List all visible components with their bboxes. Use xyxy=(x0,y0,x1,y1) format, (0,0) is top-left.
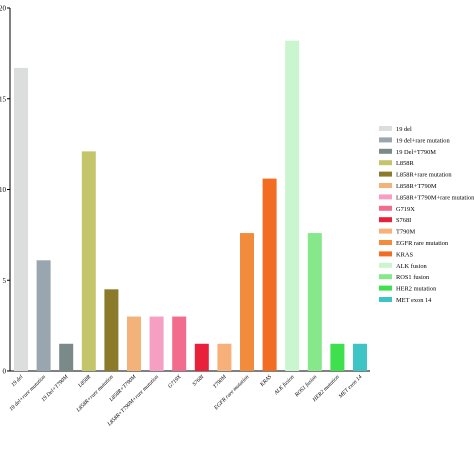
x-category-label: KRAS xyxy=(259,374,274,389)
legend-swatch xyxy=(379,183,392,188)
legend-swatch xyxy=(379,171,392,177)
legend-label: L858R+T790M xyxy=(396,183,437,190)
bar-6 xyxy=(149,316,164,371)
legend-label: EGFR rare mutation xyxy=(396,240,449,247)
legend-swatch xyxy=(379,274,392,280)
legend-swatch xyxy=(379,160,392,166)
legend-swatch xyxy=(379,297,392,302)
legend-swatch xyxy=(379,285,392,291)
bar-14 xyxy=(330,343,345,371)
bar-5 xyxy=(127,316,141,371)
x-category-label: T790M xyxy=(212,374,228,390)
bar-1 xyxy=(36,260,51,371)
x-category-label: L858R xyxy=(77,374,93,390)
legend-label: KRAS xyxy=(396,251,413,258)
bar-9 xyxy=(217,343,232,371)
legend-label: 19 Del+T790M xyxy=(396,149,436,156)
bar-group xyxy=(14,40,367,372)
y-tick-label: 5 xyxy=(3,277,7,285)
legend-label: 19 del+rare mutation xyxy=(396,137,450,144)
bar-4 xyxy=(104,289,119,371)
bar-0 xyxy=(14,67,28,372)
x-category-label: 19 del xyxy=(10,374,24,388)
bar-2 xyxy=(59,343,74,371)
legend-label: ROS1 fusion xyxy=(396,274,430,281)
legend-swatch xyxy=(379,205,392,211)
bar-15 xyxy=(353,343,367,371)
legend-label: HER2 mutation xyxy=(396,286,437,293)
bar-10 xyxy=(240,233,254,371)
bar-13 xyxy=(307,233,322,371)
y-tick-label: 0 xyxy=(3,368,7,376)
legend-swatch xyxy=(379,194,392,200)
legend-swatch xyxy=(379,137,392,143)
legend-label: T790M xyxy=(396,229,415,236)
bar-8 xyxy=(194,343,209,371)
legend-label: 19 del xyxy=(396,126,412,133)
legend-swatch xyxy=(379,240,392,245)
legend-swatch xyxy=(379,217,392,223)
x-category-label: MET exon 14 xyxy=(337,374,363,400)
legend-label: G719X xyxy=(396,206,415,213)
legend-label: S768I xyxy=(396,217,411,224)
x-category-label: S768I xyxy=(192,373,206,387)
y-tick-group: 0 5 10 15 20 xyxy=(0,5,10,376)
legend-label: MET exon 14 xyxy=(396,297,432,304)
legend-swatch xyxy=(379,126,392,131)
bar-3 xyxy=(81,151,96,371)
bar-7 xyxy=(172,316,187,371)
x-category-label: G719X xyxy=(167,374,183,390)
legend-label: L858R+T790M+rare mutation xyxy=(396,194,474,201)
bar-11 xyxy=(262,178,277,371)
legend-label: L858R xyxy=(396,160,414,167)
y-tick-label: 20 xyxy=(0,5,7,13)
legend-swatch xyxy=(379,262,392,268)
legend-label: ALK fusion xyxy=(396,263,428,270)
legend-swatch xyxy=(379,228,392,234)
legend-swatch xyxy=(379,148,392,154)
legend: 19 del 19 del+rare mutation 19 Del+T790M L8… xyxy=(379,126,474,304)
x-category-label: ALK fusion xyxy=(272,373,296,397)
legend-label: L858R+rare mutation xyxy=(396,172,452,179)
y-tick-label: 10 xyxy=(0,186,7,194)
y-tick-label: 15 xyxy=(0,95,7,103)
bar-12 xyxy=(285,40,300,372)
legend-swatch xyxy=(379,251,392,257)
